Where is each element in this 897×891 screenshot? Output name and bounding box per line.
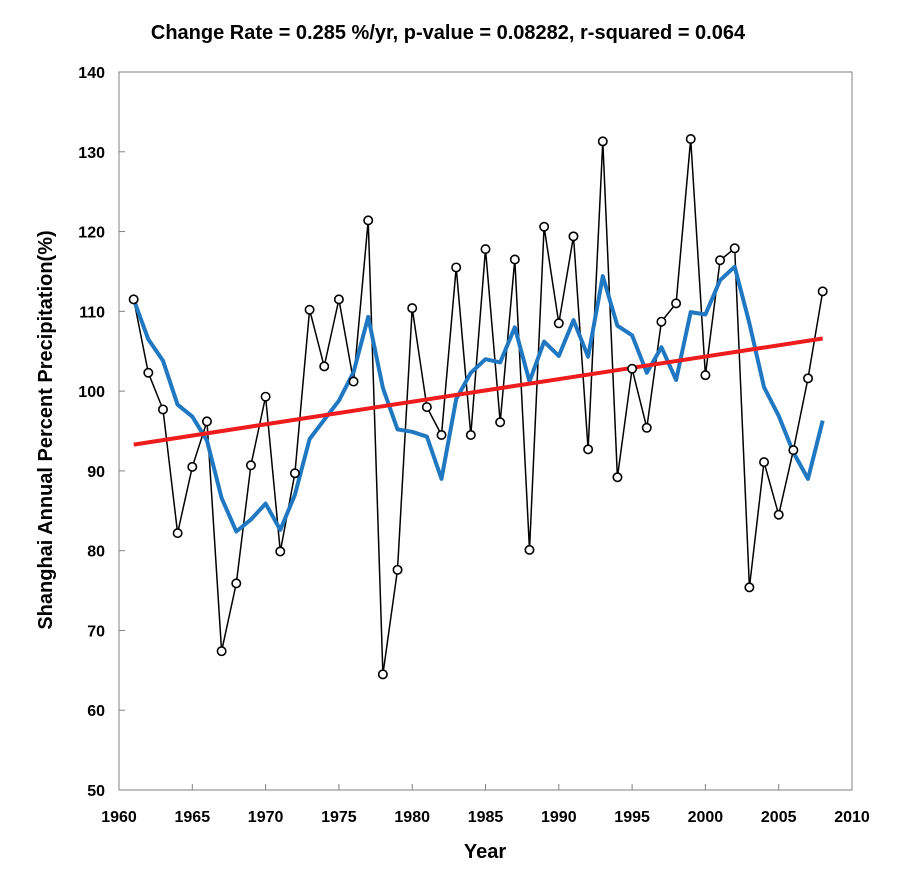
annual-data-point: [392, 564, 403, 575]
x-tick-label: 2010: [834, 809, 870, 826]
y-tick-label: 120: [78, 225, 105, 242]
x-tick-label: 1965: [175, 809, 211, 826]
annual-data-point: [480, 244, 491, 255]
annual-data-point: [729, 243, 740, 254]
annual-data-point: [143, 367, 154, 378]
annual-data-point: [128, 294, 139, 305]
y-tick-label: 110: [79, 304, 105, 321]
annual-data-point: [671, 298, 682, 309]
annual-data-point: [275, 546, 286, 557]
chart-title: Change Rate = 0.285 %/yr, p-value = 0.08…: [151, 22, 746, 44]
y-tick-label: 70: [87, 623, 105, 640]
annual-data-point: [641, 422, 652, 433]
annual-data-point: [201, 416, 212, 427]
annual-data-point: [524, 544, 535, 555]
trend-line: [133, 336, 824, 447]
annual-data-point: [744, 582, 755, 593]
annual-data-point: [715, 255, 726, 266]
annual-data-point: [216, 646, 227, 657]
annual-data-point: [319, 361, 330, 372]
y-tick-label: 130: [78, 145, 105, 162]
annual-data-point: [289, 468, 300, 479]
y-tick-label: 140: [78, 65, 105, 82]
y-tick-label: 90: [87, 464, 105, 481]
annual-data-point: [700, 370, 711, 381]
annual-data-point: [685, 134, 696, 145]
x-tick-label: 1980: [394, 809, 430, 826]
y-tick-label: 80: [87, 544, 105, 561]
annual-data-point: [627, 363, 638, 374]
y-tick-label: 50: [87, 783, 105, 800]
annual-data-point: [231, 578, 242, 589]
annual-data-point: [407, 303, 418, 314]
annual-data-point: [421, 402, 432, 413]
x-tick-label: 1990: [541, 809, 577, 826]
annual-data-point: [187, 461, 198, 472]
annual-data-point: [495, 417, 506, 428]
annual-data-point: [539, 221, 550, 232]
annual-data-point: [773, 509, 784, 520]
y-tick-label: 100: [78, 384, 105, 401]
annual-data-point: [245, 460, 256, 471]
annual-data-point: [509, 254, 520, 265]
annual-data-point: [157, 404, 168, 415]
annual-data-point: [172, 528, 183, 539]
annual-data-point: [436, 429, 447, 440]
x-tick-label: 1970: [248, 809, 284, 826]
series-layer: [128, 134, 828, 680]
x-axis-ticks: 1960 1965 1970 1975 1980 1985 1990 1995 2000 2005…: [101, 784, 870, 826]
x-tick-label: 2005: [761, 809, 797, 826]
x-tick-label: 1995: [614, 809, 650, 826]
annual-data-point: [612, 472, 623, 483]
annual-series-line: [132, 138, 824, 675]
annual-data-point: [597, 136, 608, 147]
annual-data-point: [348, 376, 359, 387]
x-tick-label: 1985: [468, 809, 504, 826]
y-tick-label: 60: [87, 703, 105, 720]
annual-data-point: [465, 429, 476, 440]
annual-data-point: [583, 444, 594, 455]
annual-data-point: [553, 318, 564, 329]
annual-data-point: [377, 669, 388, 680]
x-tick-label: 2000: [688, 809, 724, 826]
y-axis-label: Shanghai Annual Percent Precipitation(%): [35, 230, 57, 629]
smoothed-series-line: [131, 264, 825, 534]
x-tick-label: 1975: [321, 809, 357, 826]
annual-data-point: [656, 316, 667, 327]
annual-data-point: [451, 262, 462, 273]
annual-data-point: [817, 286, 828, 297]
x-axis-label: Year: [464, 841, 506, 863]
annual-data-point: [759, 457, 770, 468]
annual-data-point: [333, 294, 344, 305]
annual-data-point: [803, 373, 814, 384]
annual-data-point: [363, 215, 374, 226]
annual-data-point: [260, 391, 271, 402]
annual-data-point: [568, 231, 579, 242]
y-axis-ticks: 50 60 70 80 90 100 110 120 130 140: [78, 65, 125, 800]
annual-data-point: [304, 304, 315, 315]
x-tick-label: 1960: [101, 809, 137, 826]
annual-data-point: [788, 445, 799, 456]
